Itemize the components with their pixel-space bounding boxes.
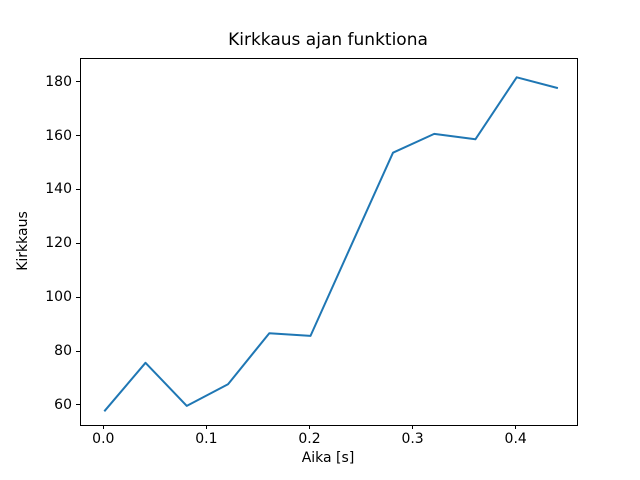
x-axis-tick-label: 0.4	[504, 431, 527, 447]
y-tick-mark	[76, 404, 80, 406]
y-axis-tick-label: 100	[45, 289, 72, 306]
x-tick-mark	[412, 425, 414, 429]
y-axis-tick-label: 80	[54, 343, 72, 359]
y-axis-tick-label: 180	[45, 73, 72, 90]
y-axis-tick-label: 60	[54, 396, 72, 413]
y-axis-tick-label: 140	[45, 181, 72, 198]
y-tick-mark	[76, 296, 80, 298]
x-axis-label: Aika [s]	[301, 450, 355, 466]
data-line-series	[103, 76, 559, 412]
y-tick-mark	[76, 242, 80, 244]
y-tick-mark	[76, 188, 80, 190]
y-tick-mark	[76, 135, 80, 137]
y-tick-mark	[76, 81, 80, 83]
y-tick-mark	[76, 350, 80, 352]
plot-area	[80, 58, 578, 426]
x-tick-mark	[308, 425, 310, 429]
x-axis-tick-label: 0.3	[401, 431, 424, 447]
x-axis-tick-label: 0.1	[195, 431, 218, 447]
x-tick-mark	[515, 425, 517, 429]
x-tick-mark	[102, 425, 104, 429]
y-axis-tick-label: 120	[45, 235, 72, 252]
x-tick-mark	[205, 425, 207, 429]
line-plot-canvas	[103, 76, 559, 412]
x-axis-tick-label: 0.0	[92, 431, 115, 447]
x-axis-tick-label: 0.2	[298, 431, 321, 447]
y-axis-label: Kirkkaus	[15, 211, 31, 271]
y-axis-tick-label: 160	[45, 127, 72, 144]
chart-title: Kirkkaus ajan funktiona	[228, 30, 428, 50]
